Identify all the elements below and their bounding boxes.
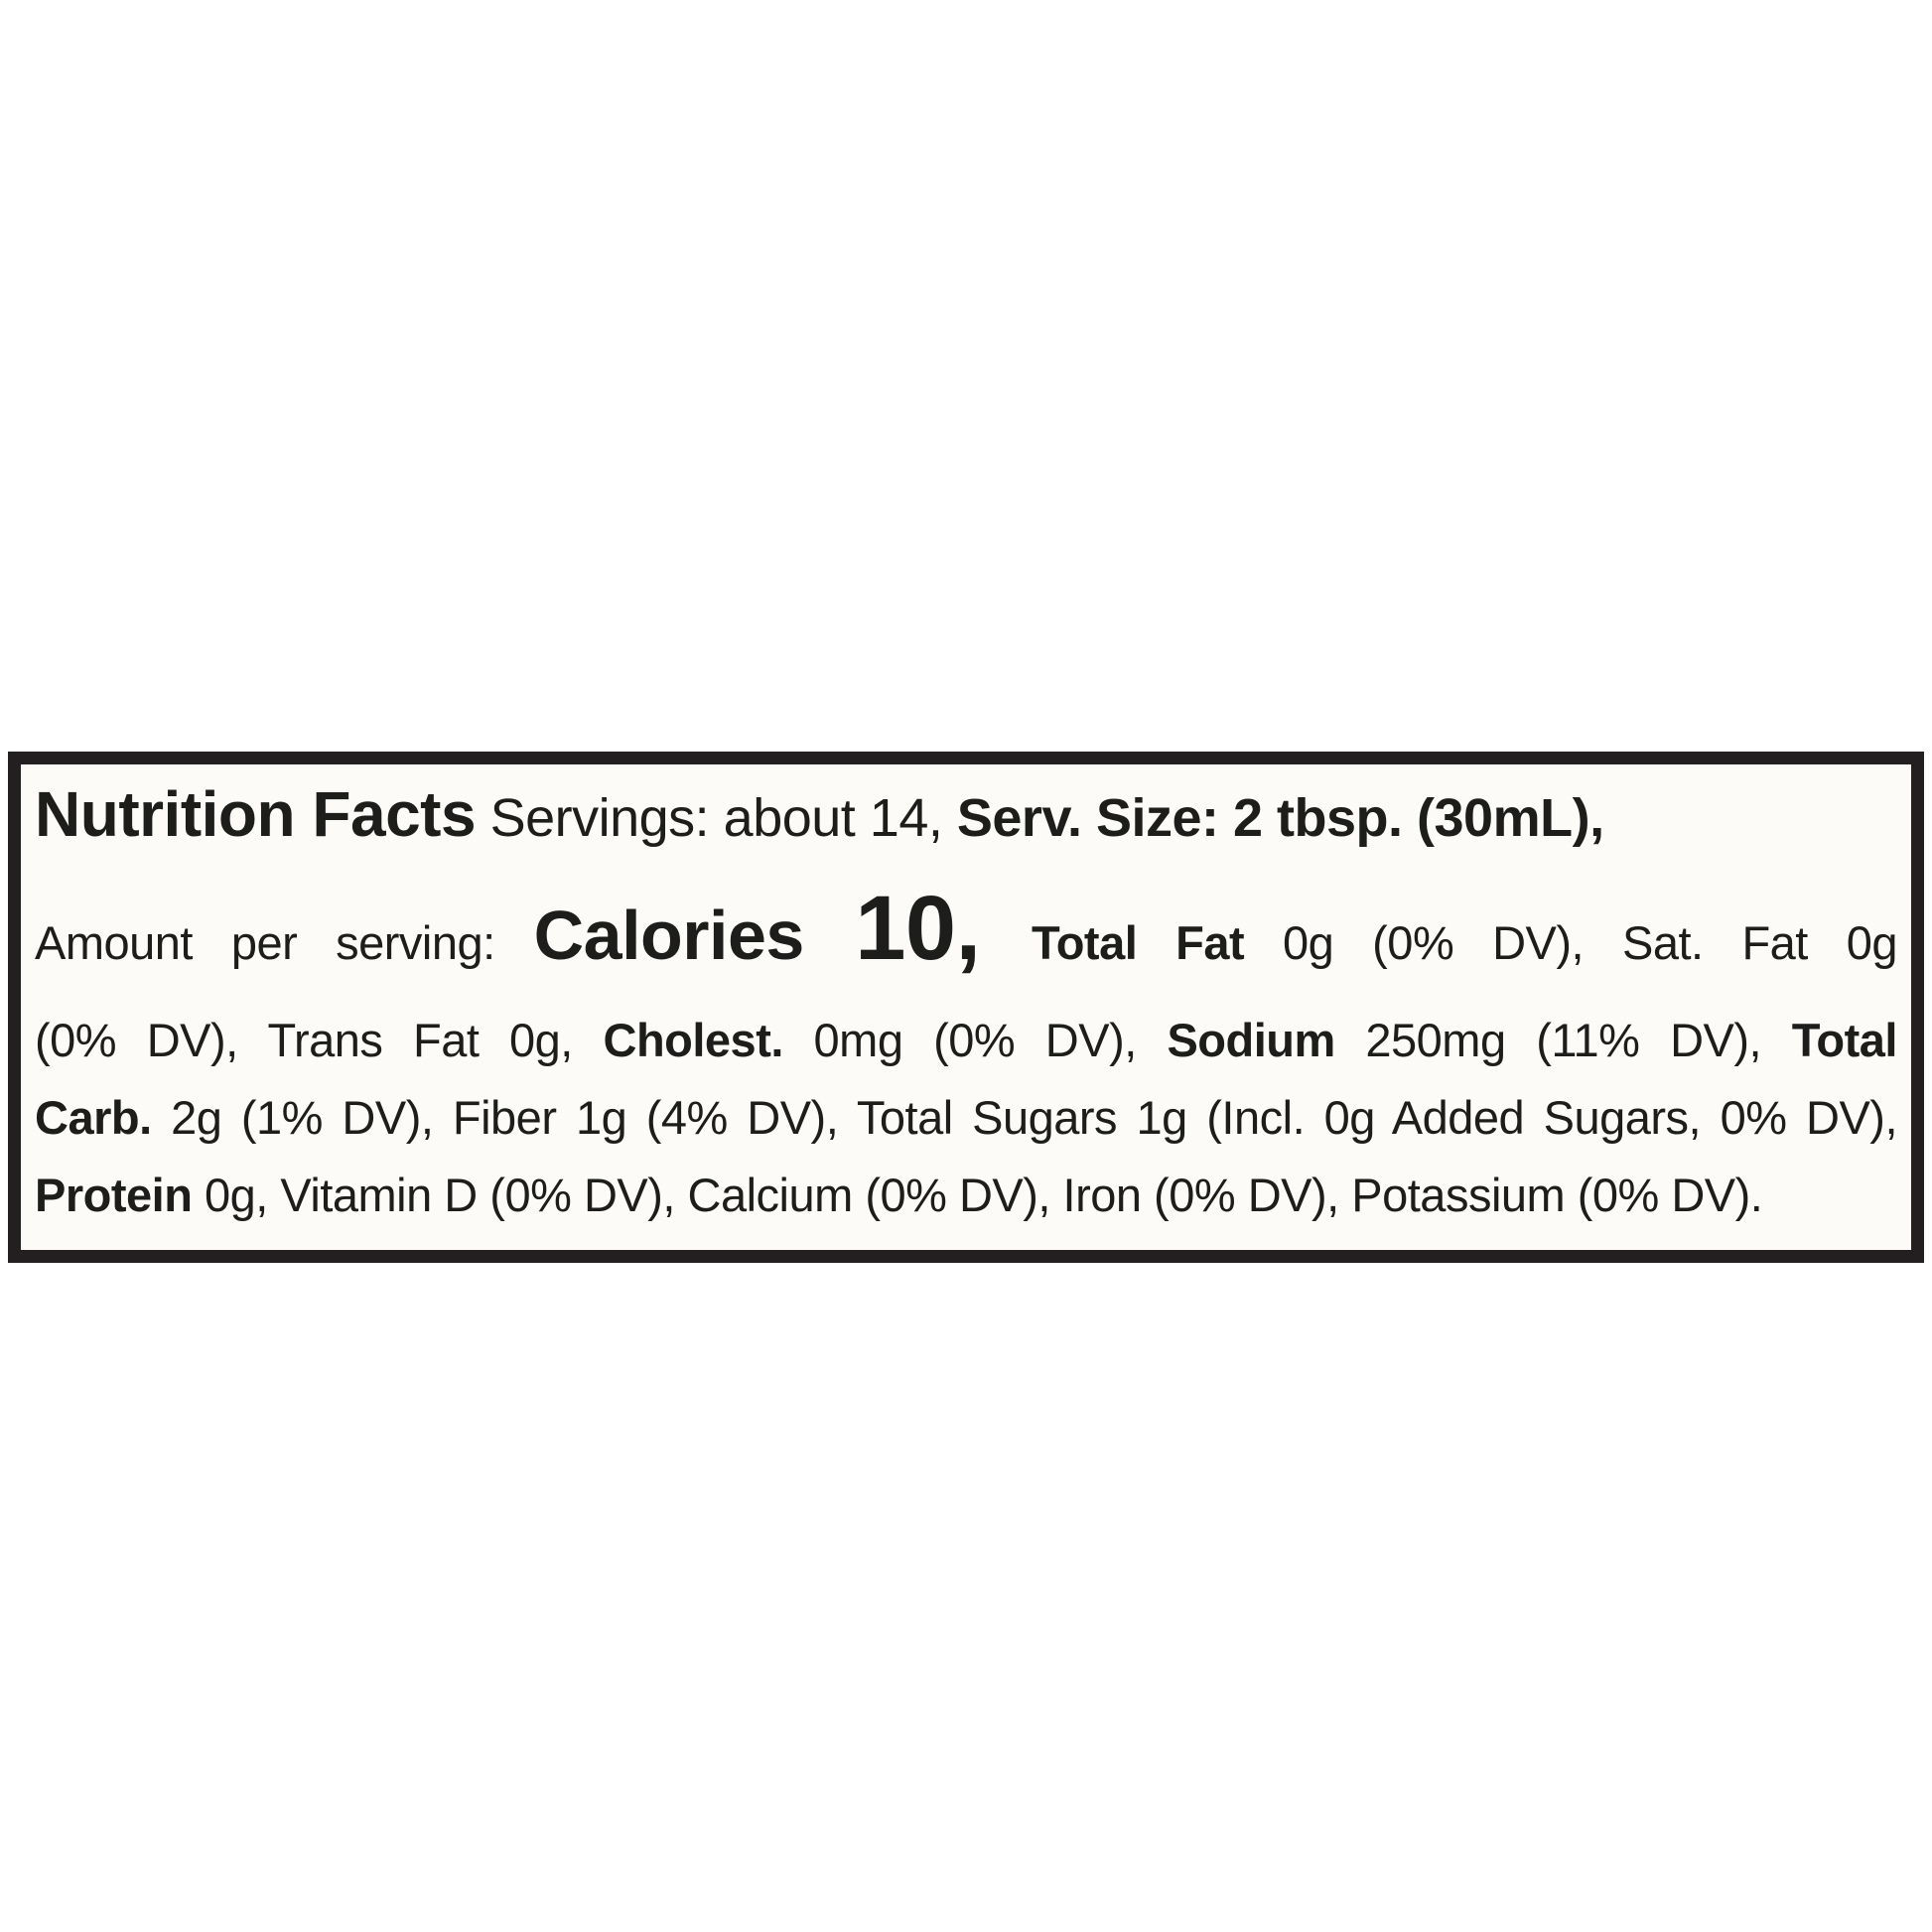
calories-value: 10, (803, 878, 1032, 979)
nutrition-label: Nutrition Facts Servings: about 14, Serv… (8, 752, 1924, 1263)
serving-size: Serv. Size: 2 tbsp. (30mL), (956, 788, 1604, 848)
sodium-value: 250mg (11% DV), (1334, 1014, 1792, 1066)
total-fat-value: 0g (0% DV), Sat. Fat 0g (1244, 916, 1898, 969)
nutrition-facts-title: Nutrition Facts (35, 778, 477, 850)
total-carb-label-part2: Carb. (35, 1091, 152, 1144)
sat-fat-dv-trans-fat-text: (0% DV), Trans Fat 0g, (35, 1014, 604, 1066)
protein-vitamins-line: Protein 0g, Vitamin D (0% DV), Calcium (… (35, 1163, 1897, 1240)
protein-vitamins-minerals-value: 0g, Vitamin D (0% DV), Calcium (0% DV), … (192, 1169, 1763, 1221)
calories-label: Calories (533, 897, 805, 974)
protein-label: Protein (35, 1169, 193, 1221)
cholesterol-value: 0mg (0% DV), (782, 1014, 1168, 1066)
total-fat-label: Total Fat (1031, 916, 1245, 969)
cholesterol-label: Cholest. (603, 1014, 784, 1066)
servings-count: Servings: about 14, (476, 788, 957, 848)
cholesterol-sodium-line: (0% DV), Trans Fat 0g, Cholest. 0mg (0% … (35, 1008, 1897, 1085)
amount-per-serving-label: Amount per serving: (35, 916, 534, 969)
nutrition-facts-headline: Nutrition Facts Servings: about 14, Serv… (35, 770, 1897, 876)
carbohydrate-line: Carb. 2g (1% DV), Fiber 1g (4% DV), Tota… (35, 1085, 1898, 1163)
carb-fiber-sugars-value: 2g (1% DV), Fiber 1g (4% DV), Total Suga… (151, 1091, 1897, 1144)
sodium-label: Sodium (1167, 1014, 1335, 1066)
total-carb-label-part1: Total (1791, 1014, 1898, 1066)
calories-line: Amount per serving: Calories 10, Total F… (35, 876, 1898, 1008)
